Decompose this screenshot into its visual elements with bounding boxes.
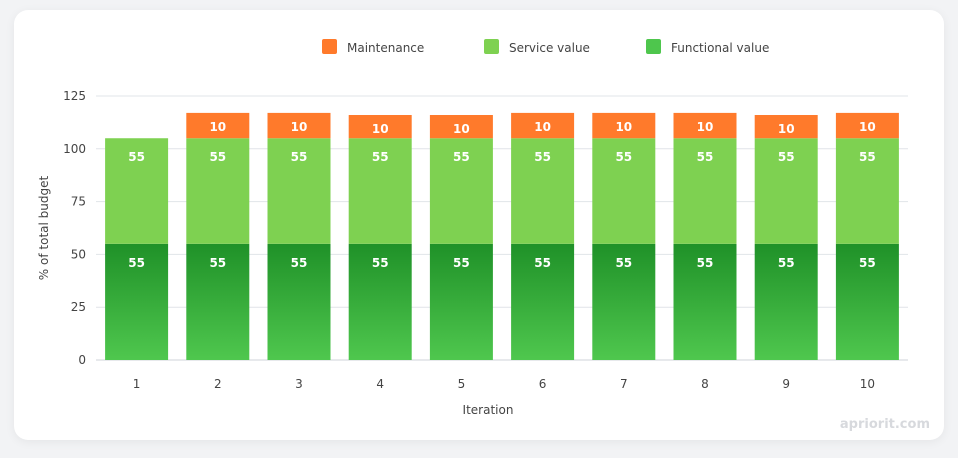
data-label: 55 <box>372 150 389 164</box>
bar-maintenance-6 <box>511 112 575 139</box>
bar-functional-value-3 <box>267 243 331 360</box>
data-label: 55 <box>859 150 876 164</box>
bar-service-value-7 <box>592 138 656 244</box>
data-label: 55 <box>615 150 632 164</box>
y-tick-label: 125 <box>63 89 86 103</box>
bar-functional-value-5 <box>429 243 493 360</box>
data-label: 55 <box>209 256 226 270</box>
data-label: 10 <box>778 122 795 136</box>
data-label: 55 <box>534 150 551 164</box>
bar-maintenance-2 <box>186 112 250 139</box>
x-tick-label: 2 <box>214 377 222 391</box>
bar-maintenance-5 <box>429 115 493 139</box>
data-label: 55 <box>615 256 632 270</box>
bar-maintenance-8 <box>673 112 737 139</box>
y-axis-title: % of total budget <box>37 176 51 281</box>
data-label: 10 <box>534 120 551 134</box>
data-label: 55 <box>291 256 308 270</box>
bar-maintenance-7 <box>592 112 656 139</box>
data-label: 10 <box>859 120 876 134</box>
y-axis-ticks: 0 25 50 75 100 125 <box>63 89 86 367</box>
data-label: 55 <box>128 256 145 270</box>
watermark: apriorit.com <box>840 417 930 432</box>
y-tick-label: 50 <box>71 247 86 261</box>
bar-service-value-4 <box>348 138 412 244</box>
data-label: 55 <box>372 256 389 270</box>
data-label: 55 <box>128 150 145 164</box>
bar-maintenance-9 <box>754 115 818 139</box>
x-tick-label: 3 <box>295 377 303 391</box>
data-label: 55 <box>697 150 714 164</box>
bar-service-value-8 <box>673 138 737 244</box>
bar-functional-value-9 <box>754 243 818 360</box>
data-label: 55 <box>697 256 714 270</box>
bar-functional-value-1 <box>105 243 169 360</box>
bars <box>105 112 899 360</box>
y-tick-label: 100 <box>63 142 86 156</box>
x-tick-label: 7 <box>620 377 628 391</box>
bar-maintenance-4 <box>348 115 412 139</box>
bar-functional-value-6 <box>511 243 575 360</box>
data-label: 55 <box>859 256 876 270</box>
x-axis-title: Iteration <box>463 403 514 417</box>
x-tick-label: 5 <box>458 377 466 391</box>
bar-service-value-10 <box>835 138 899 244</box>
bar-functional-value-10 <box>835 243 899 360</box>
legend-label: Maintenance <box>347 41 424 55</box>
x-tick-label: 4 <box>376 377 384 391</box>
data-labels: 55 55 55 55 10 55 55 10 55 55 10 55 55 10 55 55 10 55 55 10… <box>128 120 876 270</box>
x-tick-label: 9 <box>782 377 790 391</box>
legend-label: Service value <box>509 41 590 55</box>
bar-service-value-2 <box>186 138 250 244</box>
x-tick-label: 10 <box>860 377 875 391</box>
data-label: 10 <box>372 122 389 136</box>
data-label: 10 <box>291 120 308 134</box>
data-label: 55 <box>778 150 795 164</box>
bar-functional-value-2 <box>186 243 250 360</box>
x-tick-label: 8 <box>701 377 709 391</box>
bar-service-value-6 <box>511 138 575 244</box>
data-label: 10 <box>209 120 226 134</box>
y-tick-label: 0 <box>78 353 86 367</box>
bar-service-value-9 <box>754 138 818 244</box>
y-tick-label: 25 <box>71 300 86 314</box>
legend-swatch-functional-value <box>646 39 661 54</box>
legend-swatch-service-value <box>484 39 499 54</box>
bar-service-value-3 <box>267 138 331 244</box>
data-label: 55 <box>291 150 308 164</box>
x-tick-label: 1 <box>133 377 141 391</box>
data-label: 55 <box>534 256 551 270</box>
x-axis-ticks: 1 2 3 4 5 6 7 8 9 10 <box>133 377 875 391</box>
data-label: 55 <box>778 256 795 270</box>
legend-swatch-maintenance <box>322 39 337 54</box>
data-label: 10 <box>697 120 714 134</box>
bar-functional-value-4 <box>348 243 412 360</box>
data-label: 55 <box>453 256 470 270</box>
legend-label: Functional value <box>671 41 769 55</box>
bar-functional-value-8 <box>673 243 737 360</box>
bar-service-value-1 <box>105 138 169 244</box>
bar-service-value-5 <box>429 138 493 244</box>
data-label: 10 <box>453 122 470 136</box>
data-label: 10 <box>615 120 632 134</box>
data-label: 55 <box>209 150 226 164</box>
y-tick-label: 75 <box>71 195 86 209</box>
bar-maintenance-3 <box>267 112 331 139</box>
bar-functional-value-7 <box>592 243 656 360</box>
bar-maintenance-10 <box>835 112 899 139</box>
legend: Maintenance Service value Functional value <box>322 39 769 55</box>
x-tick-label: 6 <box>539 377 547 391</box>
data-label: 55 <box>453 150 470 164</box>
